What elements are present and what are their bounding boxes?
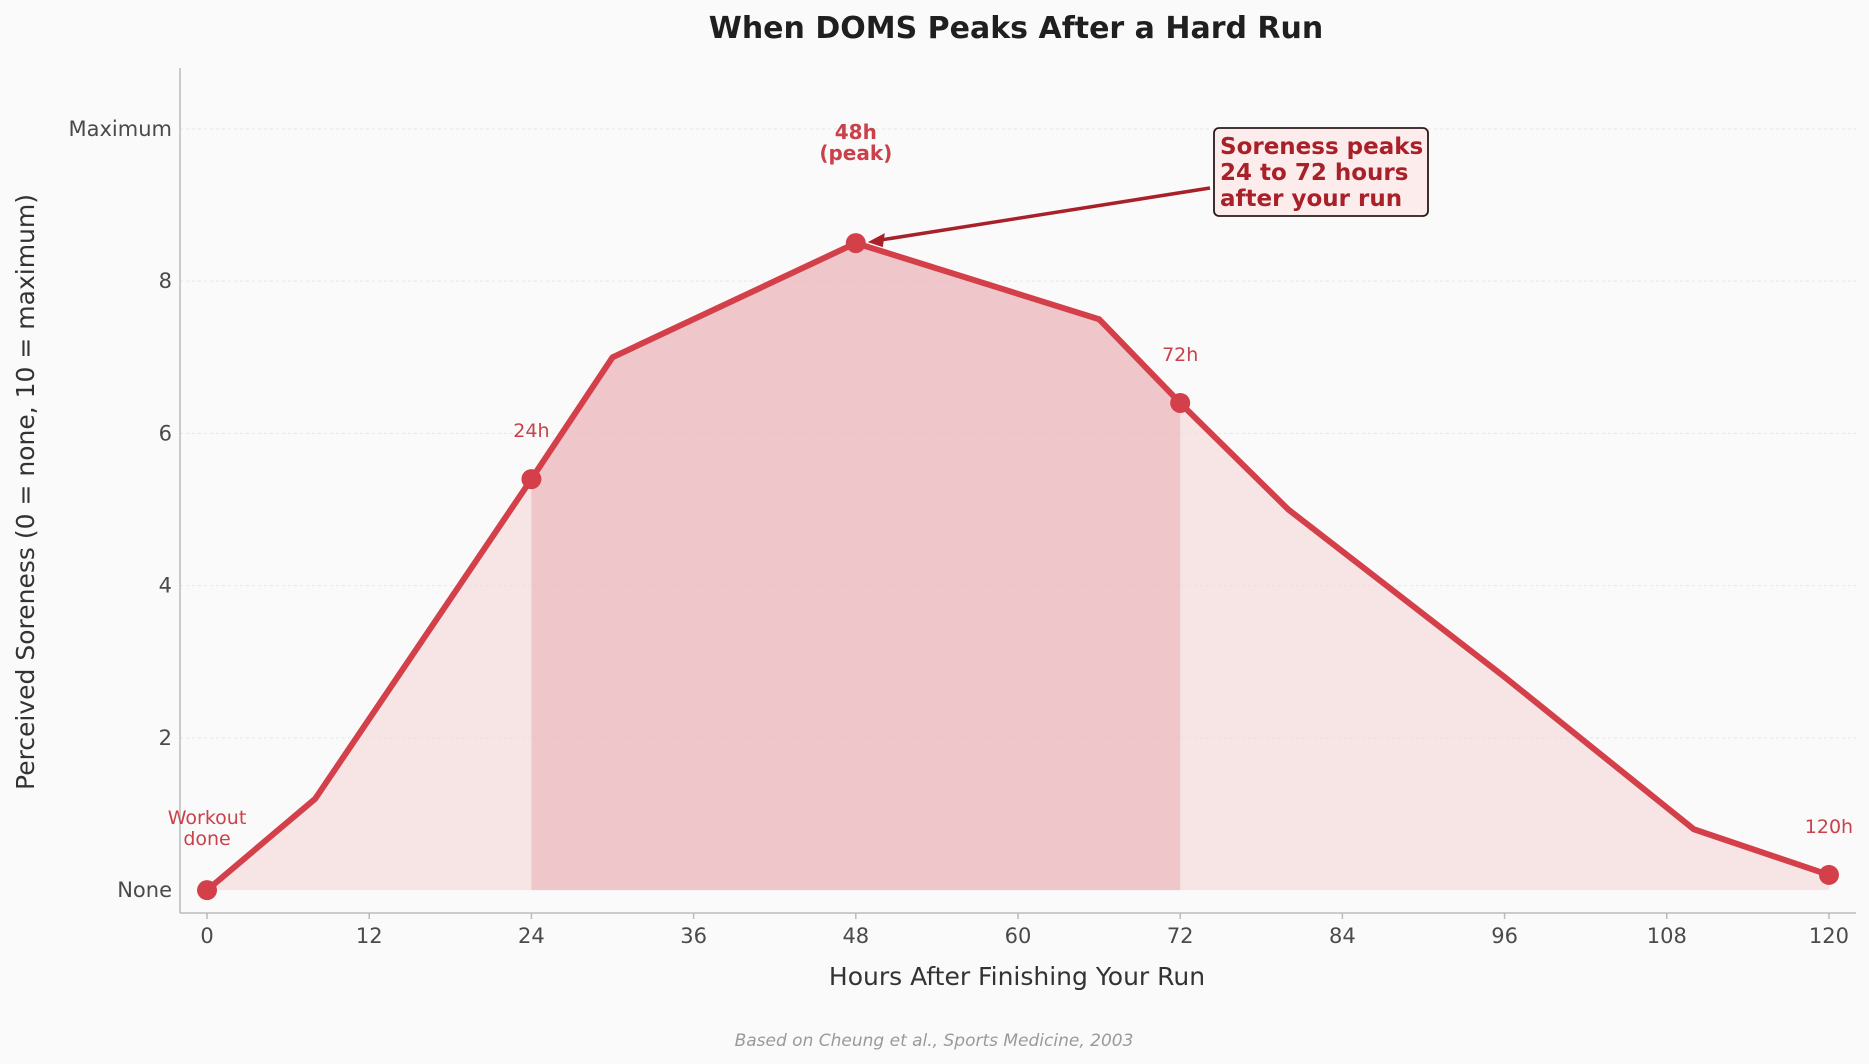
area-layer [207,243,1829,891]
point-labels: Workout done 24h 48h (peak) 72h 120h [168,120,1853,850]
point-label-48h: 48h (peak) [819,120,892,165]
point-label-line: 72h [1162,344,1198,366]
y-tick-label-2: 4 [159,574,172,598]
point-label-line: (peak) [819,141,892,165]
point-label-120h: 120h [1805,816,1853,838]
point-label-line: Workout [168,807,247,829]
y-tick-label-0: None [117,878,172,902]
point-label-line: done [183,828,230,850]
marked-point-0h [197,880,218,901]
x-tick-label-2: 24 [518,924,545,948]
point-label-0h: Workout done [168,807,247,850]
callout: Soreness peaks 24 to 72 hours after your r… [867,127,1429,248]
x-tick-label-4: 48 [842,924,869,948]
x-tick-label-6: 72 [1167,924,1194,948]
series-line-layer [204,240,1832,894]
series-line [204,240,1832,894]
callout-arrow-head [867,233,885,248]
callout-arrow-line [873,186,1211,243]
x-tick-label-5: 60 [1005,924,1032,948]
marked-point-48h [845,233,866,254]
point-label-line: 24h [513,420,549,442]
x-tick-label-8: 96 [1491,924,1518,948]
callout-text-line: Soreness peaks [1220,134,1423,160]
marked-point-120h [1818,864,1839,885]
x-tick-label-3: 36 [680,924,707,948]
point-label-line: 120h [1805,816,1853,838]
callout-text: Soreness peaks 24 to 72 hours after your r… [1220,134,1423,212]
marked-point-72h [1170,392,1191,413]
point-label-24h: 24h [513,420,549,442]
marked-point-24h [521,469,542,490]
point-label-line: 48h [835,120,877,144]
x-tick-label-1: 12 [356,924,383,948]
point-label-72h: 72h [1162,344,1198,366]
y-axis-label: Perceived Soreness (0 = none, 10 = maxim… [11,194,40,790]
x-tick-label-0: 0 [200,924,213,948]
highlight-window-fill [531,243,1181,891]
callout-box [1213,127,1429,217]
y-tick-label-1: 2 [159,726,172,750]
y-tick-label-3: 6 [159,421,172,445]
chart-title: When DOMS Peaks After a Hard Run [709,11,1324,46]
callout-text-line: after your run [1220,186,1402,212]
x-axis-label: Hours After Finishing Your Run [829,962,1205,991]
source-note: Based on Cheung et al., Sports Medicine,… [735,1031,1134,1051]
y-tick-label-5: Maximum [69,117,172,141]
y-tick-label-4: 8 [159,269,172,293]
x-tick-label-10: 120 [1809,924,1849,948]
x-tick-label-7: 84 [1329,924,1356,948]
marked-points [197,233,1839,901]
x-tick-label-9: 108 [1647,924,1687,948]
callout-text-line: 24 to 72 hours [1220,160,1408,186]
